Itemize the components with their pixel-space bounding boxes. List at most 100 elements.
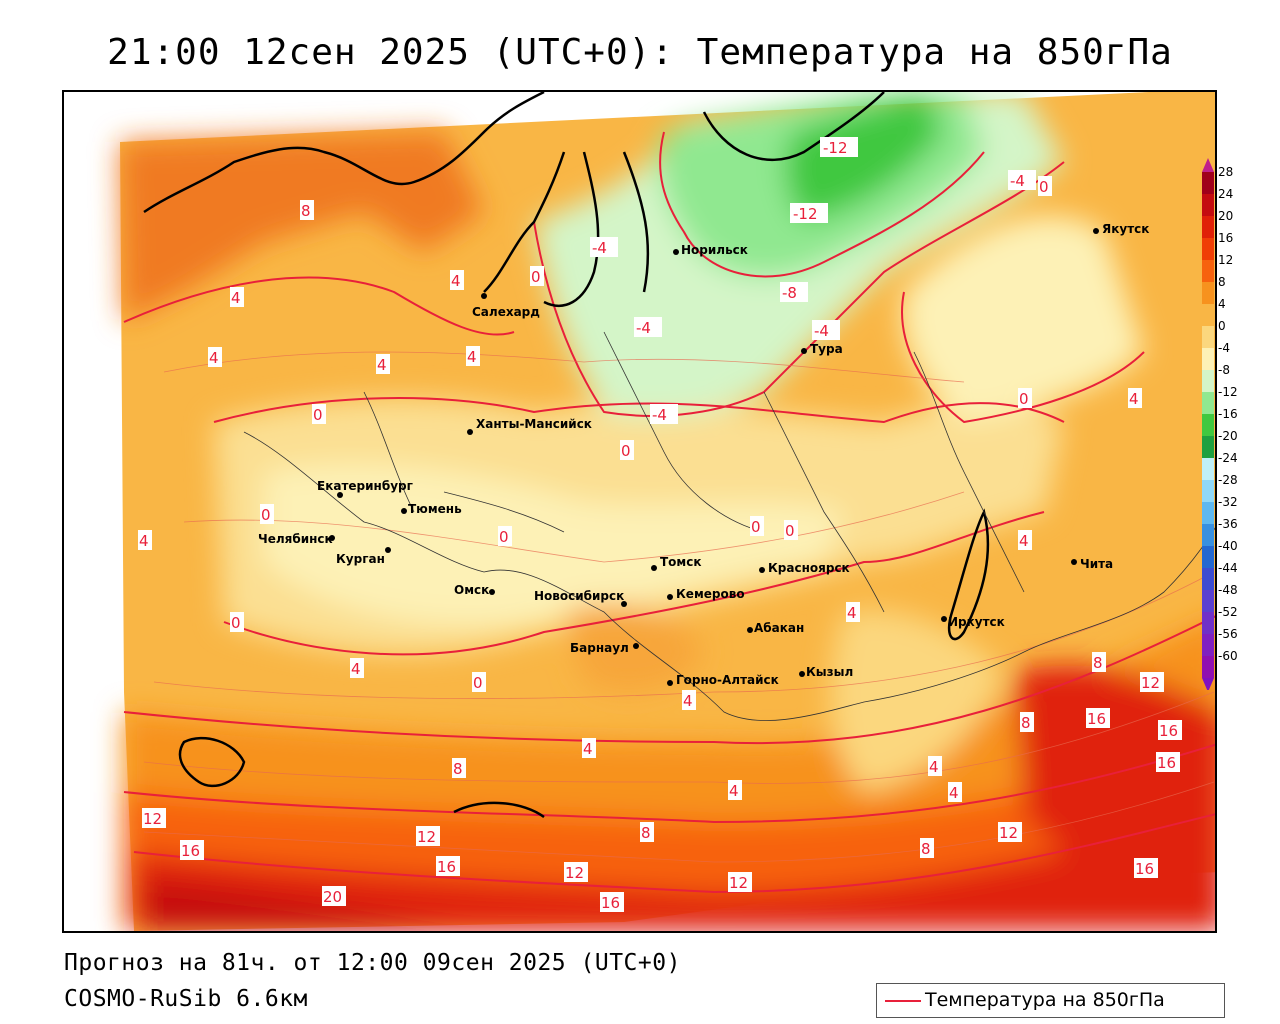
svg-text:Тура: Тура — [810, 342, 843, 356]
svg-text:12: 12 — [143, 810, 162, 828]
colorbar-tick-label: -12 — [1218, 385, 1238, 399]
colorbar-segment — [1202, 216, 1214, 238]
legend-line-swatch — [885, 1000, 921, 1002]
svg-text:4: 4 — [467, 348, 477, 366]
colorbar-segment — [1202, 612, 1214, 634]
city-krasnoyarsk: Красноярск — [759, 561, 850, 575]
svg-text:Иркутск: Иркутск — [948, 615, 1005, 629]
svg-text:16: 16 — [1159, 722, 1178, 740]
svg-text:Салехард: Салехард — [472, 305, 540, 319]
city-gorno-altaysk: Горно-Алтайск — [667, 673, 779, 687]
colorbar-segment — [1202, 238, 1214, 260]
svg-text:-4: -4 — [592, 239, 607, 257]
city-markers: Якутск Норильск Салехард Тура Ханты-Манс… — [258, 222, 1149, 687]
city-kemerovo: Кемерово — [667, 587, 745, 601]
svg-text:4: 4 — [729, 782, 739, 800]
svg-text:-4: -4 — [636, 319, 651, 337]
colorbar-segment — [1202, 436, 1214, 458]
forecast-map[interactable]: Якутск Норильск Салехард Тура Ханты-Манс… — [62, 90, 1217, 933]
svg-text:-12: -12 — [793, 205, 818, 223]
svg-text:16: 16 — [1087, 710, 1106, 728]
city-norilsk: Норильск — [673, 243, 748, 257]
colorbar-tick-label: 20 — [1218, 209, 1233, 223]
svg-text:4: 4 — [451, 272, 461, 290]
svg-text:4: 4 — [1129, 390, 1139, 408]
legend-label: Температура на 850гПа — [925, 989, 1165, 1011]
svg-text:4: 4 — [377, 356, 387, 374]
city-chita: Чита — [1071, 557, 1113, 571]
svg-text:12: 12 — [729, 874, 748, 892]
svg-text:8: 8 — [453, 760, 463, 778]
temperature-colorbar: 28 24 20 16 12 8 4 0 -4 -8 -12 -16 -20 -24 -28 -32 -36 -4… — [1202, 158, 1238, 690]
svg-text:4: 4 — [351, 660, 361, 678]
svg-text:16: 16 — [601, 894, 620, 912]
colorbar-tick-label: 8 — [1218, 275, 1226, 289]
city-chelyabinsk: Челябинск — [258, 532, 335, 546]
svg-text:Курган: Курган — [336, 552, 385, 566]
city-tura: Тура — [801, 342, 843, 356]
svg-text:16: 16 — [1135, 860, 1154, 878]
colorbar-tick-label: -32 — [1218, 495, 1238, 509]
city-yekaterinburg: Екатеринбург — [317, 479, 413, 498]
svg-text:4: 4 — [683, 692, 693, 710]
svg-text:0: 0 — [1039, 178, 1049, 196]
svg-text:8: 8 — [1021, 714, 1031, 732]
svg-text:Новосибирск: Новосибирск — [534, 589, 624, 603]
colorbar-tick-label: -24 — [1218, 451, 1238, 465]
colorbar-segment — [1202, 634, 1214, 656]
svg-text:0: 0 — [531, 268, 541, 286]
colorbar-segment — [1202, 524, 1214, 546]
map-canvas: Якутск Норильск Салехард Тура Ханты-Манс… — [120, 92, 1215, 931]
isotherm-minor-lines — [143, 351, 1215, 863]
svg-text:Абакан: Абакан — [754, 621, 804, 635]
svg-text:4: 4 — [929, 758, 939, 776]
city-salekhard: Салехард — [472, 293, 540, 319]
city-khanty-mansiysk: Ханты-Мансийск — [467, 417, 592, 435]
svg-text:Норильск: Норильск — [681, 243, 748, 257]
svg-text:12: 12 — [565, 864, 584, 882]
city-tyumen: Тюмень — [401, 502, 462, 516]
colorbar-tick-label: -8 — [1218, 363, 1230, 377]
svg-text:20: 20 — [323, 888, 342, 906]
svg-text:12: 12 — [417, 828, 436, 846]
svg-text:Екатеринбург: Екатеринбург — [317, 479, 413, 493]
colorbar-segment — [1202, 656, 1214, 678]
forecast-run-info: Прогноз на 81ч. от 12:00 09сен 2025 (UTC… — [64, 950, 681, 976]
svg-text:0: 0 — [499, 528, 509, 546]
colorbar-tick-label: -16 — [1218, 407, 1238, 421]
colorbar-tick-label: 12 — [1218, 253, 1233, 267]
svg-text:-4: -4 — [1010, 172, 1025, 190]
svg-text:0: 0 — [313, 406, 323, 424]
colorbar-segment — [1202, 370, 1214, 392]
svg-text:Барнаул: Барнаул — [570, 641, 629, 655]
svg-text:0: 0 — [785, 522, 795, 540]
city-novosibirsk: Новосибирск — [534, 589, 627, 607]
svg-text:12: 12 — [999, 824, 1018, 842]
temperature-field — [120, 92, 1215, 931]
svg-text:-4: -4 — [814, 322, 829, 340]
colorbar-tick-label: -4 — [1218, 341, 1230, 355]
borders — [243, 331, 1215, 721]
city-omsk: Омск — [454, 583, 495, 597]
isotherm-value-labels: -12 -4 0 -12 -4 -8 -4 -4 8 4 4 4 4 0 4 0… — [138, 137, 1182, 912]
svg-text:Ханты-Мансийск: Ханты-Мансийск — [476, 417, 592, 431]
colorbar-tick-label: -44 — [1218, 561, 1238, 575]
colorbar-segment — [1202, 304, 1214, 326]
colorbar-tick-label: -60 — [1218, 649, 1238, 663]
model-name: COSMO-RuSib 6.6км — [64, 986, 308, 1012]
svg-text:Кемерово: Кемерово — [676, 587, 745, 601]
colorbar-bottom-arrow — [1202, 678, 1214, 690]
colorbar-segment — [1202, 282, 1214, 304]
legend: Температура на 850гПа — [876, 983, 1225, 1018]
svg-text:16: 16 — [181, 842, 200, 860]
svg-text:4: 4 — [583, 740, 593, 758]
svg-text:8: 8 — [301, 202, 311, 220]
colorbar-tick-label: 28 — [1218, 165, 1233, 179]
colorbar-tick-label: -20 — [1218, 429, 1238, 443]
colorbar-segment — [1202, 194, 1214, 216]
city-yakutsk: Якутск — [1093, 222, 1149, 236]
colorbar-tick-label: -36 — [1218, 517, 1238, 531]
colorbar-labels: 28 24 20 16 12 8 4 0 -4 -8 -12 -16 -20 -24 -28 -32 -36 -4… — [1218, 165, 1238, 663]
svg-text:-4: -4 — [652, 406, 667, 424]
svg-text:0: 0 — [231, 614, 241, 632]
